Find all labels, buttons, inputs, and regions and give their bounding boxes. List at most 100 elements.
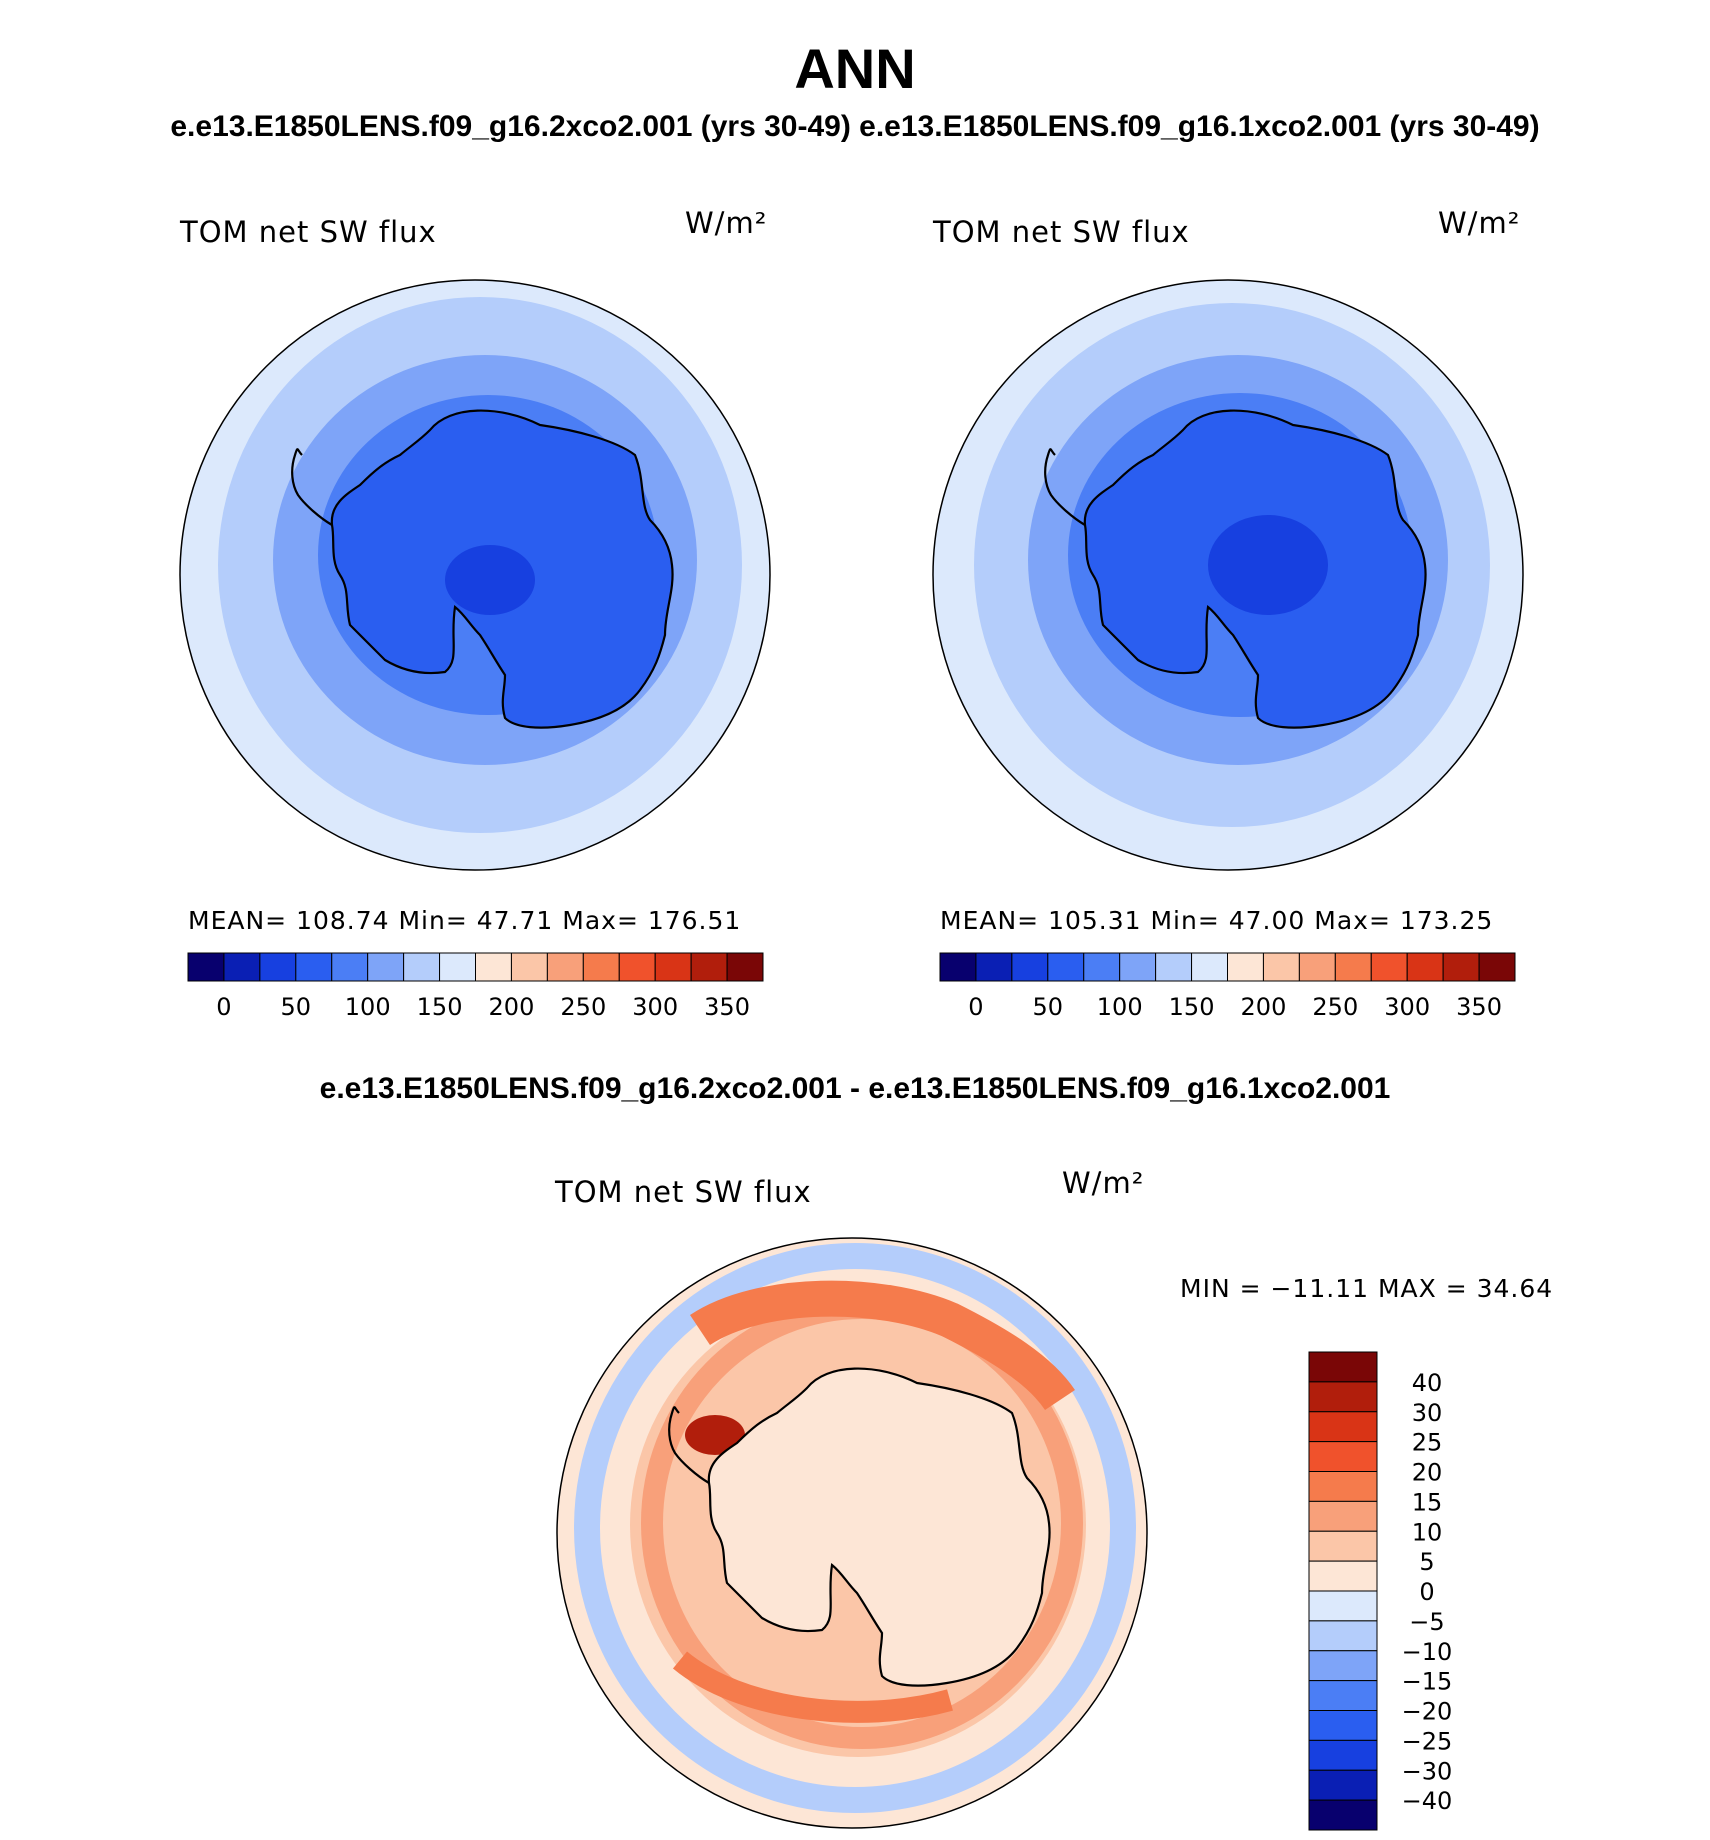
diff-weddell-max bbox=[672, 1651, 953, 1723]
colorbar-swatch bbox=[1334, 952, 1372, 982]
map-panel-2 bbox=[933, 280, 1523, 870]
diff-pacific-max bbox=[690, 1280, 1075, 1411]
colorbar-swatch bbox=[1308, 1620, 1378, 1652]
colorbar-swatch bbox=[1308, 1351, 1378, 1383]
colorbar-tick-label: 0 bbox=[216, 993, 231, 1021]
map-panel-3 bbox=[557, 1238, 1147, 1828]
colorbar-swatch bbox=[439, 952, 476, 982]
colorbar-swatch bbox=[1370, 952, 1408, 982]
map3-border bbox=[556, 1237, 1148, 1829]
map2-border bbox=[932, 279, 1524, 871]
colorbar-swatch bbox=[1308, 1739, 1378, 1771]
figure-title: ANN bbox=[794, 37, 916, 100]
top-subtitle: e.e13.E1850LENS.f09_g16.2xco2.001 (yrs 3… bbox=[170, 110, 1540, 143]
colorbar-tick-label: 250 bbox=[560, 993, 606, 1021]
colorbar-swatch bbox=[1308, 1530, 1378, 1562]
colorbar-tick-label: 25 bbox=[1412, 1429, 1443, 1457]
diff-peak bbox=[685, 1415, 745, 1455]
colorbar-tick-label: 300 bbox=[1384, 993, 1430, 1021]
colorbar-swatch bbox=[331, 952, 369, 982]
colorbar-swatch bbox=[726, 952, 764, 982]
antarctica-shape bbox=[707, 1367, 1051, 1687]
colorbar-swatch bbox=[1298, 952, 1336, 982]
colorbar-tick-label: −30 bbox=[1402, 1757, 1453, 1785]
colorbar-swatch bbox=[1308, 1650, 1378, 1682]
panel2-units: W/m² bbox=[1438, 206, 1521, 240]
colorbar-swatch bbox=[223, 952, 261, 982]
colorbar-swatch bbox=[1119, 952, 1157, 982]
colorbar-tick-label: 30 bbox=[1412, 1399, 1443, 1427]
colorbar-tick-label: 50 bbox=[281, 993, 312, 1021]
colorbar-tick-label: 350 bbox=[704, 993, 750, 1021]
colorbar-swatch bbox=[618, 952, 656, 982]
colorbar-tick-label: 0 bbox=[1419, 1578, 1434, 1606]
colorbar-tick-label: 150 bbox=[1169, 993, 1215, 1021]
colorbar-panel-1: 0 50 100 150 200 250 300 350 bbox=[187, 952, 764, 1021]
colorbar-tick-label: −15 bbox=[1402, 1668, 1453, 1696]
colorbar-swatch bbox=[1308, 1500, 1378, 1532]
colorbar-swatch bbox=[975, 952, 1013, 982]
colorbar-swatch bbox=[1191, 952, 1228, 982]
colorbar-swatch bbox=[1442, 952, 1480, 982]
colorbar-swatch bbox=[546, 952, 584, 982]
colorbar-swatch bbox=[1155, 952, 1193, 982]
colorbar-swatch bbox=[1308, 1710, 1378, 1741]
colorbar-swatch bbox=[1478, 952, 1516, 982]
map-panel-1 bbox=[180, 280, 770, 870]
colorbar-swatch bbox=[1047, 952, 1085, 982]
colorbar-tick-label: 50 bbox=[1033, 993, 1064, 1021]
colorbar-swatch bbox=[1308, 1769, 1378, 1801]
panel3-variable: TOM net SW flux bbox=[555, 1175, 812, 1209]
colorbar-swatch bbox=[295, 952, 333, 982]
antarctic-peninsula bbox=[668, 1406, 710, 1484]
diff-subtitle: e.e13.E1850LENS.f09_g16.2xco2.001 - e.e1… bbox=[319, 1072, 1391, 1105]
colorbar-tick-label: 20 bbox=[1412, 1459, 1443, 1487]
plateau-min bbox=[1208, 515, 1328, 615]
diff-blue-ring bbox=[574, 1243, 1136, 1813]
colorbar-tick-label: 200 bbox=[1241, 993, 1287, 1021]
colorbar-tick-label: −25 bbox=[1402, 1727, 1453, 1755]
colorbar-swatch bbox=[1308, 1560, 1378, 1592]
colorbar-swatch bbox=[403, 952, 441, 982]
colorbar-swatch bbox=[654, 952, 692, 982]
colorbar-tick-label: 250 bbox=[1312, 993, 1358, 1021]
colorbar-tick-label: −20 bbox=[1402, 1698, 1453, 1726]
colorbar-tick-label: 0 bbox=[968, 993, 983, 1021]
colorbar-swatch bbox=[1083, 952, 1121, 982]
panel1-units: W/m² bbox=[685, 206, 768, 240]
colorbar-tick-label: 15 bbox=[1412, 1488, 1443, 1516]
colorbar-swatch bbox=[1308, 1680, 1378, 1711]
colorbar-tick-label: 10 bbox=[1412, 1518, 1443, 1546]
colorbar-swatch bbox=[1406, 952, 1444, 982]
colorbar-tick-label: −40 bbox=[1402, 1787, 1453, 1815]
colorbar-swatch bbox=[367, 952, 405, 982]
antarctic-peninsula bbox=[291, 448, 333, 526]
colorbar-swatch bbox=[1308, 1471, 1378, 1502]
colorbar-swatch bbox=[1308, 1381, 1378, 1413]
colorbar-swatch bbox=[510, 952, 548, 982]
colorbar-swatch bbox=[1262, 952, 1300, 982]
colorbar-tick-label: 350 bbox=[1456, 993, 1502, 1021]
colorbar-tick-label: 100 bbox=[345, 993, 391, 1021]
colorbar-swatch bbox=[259, 952, 297, 982]
colorbar-panel-2: 0 50 100 150 200 250 300 350 bbox=[939, 952, 1516, 1021]
plateau-min bbox=[445, 545, 535, 615]
colorbar-swatch bbox=[690, 952, 728, 982]
colorbar-tick-label: −5 bbox=[1409, 1608, 1444, 1636]
colorbar-tick-label: 200 bbox=[489, 993, 535, 1021]
colorbar-tick-label: 100 bbox=[1097, 993, 1143, 1021]
colorbar-swatch bbox=[1308, 1411, 1378, 1443]
colorbar-swatch bbox=[1308, 1799, 1378, 1831]
colorbar-tick-label: 5 bbox=[1419, 1548, 1434, 1576]
panel3-stats: MIN = −11.11 MAX = 34.64 bbox=[1180, 1274, 1554, 1303]
panel2-stats: MEAN= 105.31 Min= 47.00 Max= 173.25 bbox=[940, 906, 1494, 935]
colorbar-tick-label: 40 bbox=[1412, 1369, 1443, 1397]
colorbar-swatch bbox=[939, 952, 977, 982]
map1-border bbox=[179, 279, 771, 871]
colorbar-swatch bbox=[582, 952, 620, 982]
colorbar-swatch bbox=[475, 952, 512, 982]
panel2-variable: TOM net SW flux bbox=[933, 215, 1190, 249]
panel1-variable: TOM net SW flux bbox=[180, 215, 437, 249]
